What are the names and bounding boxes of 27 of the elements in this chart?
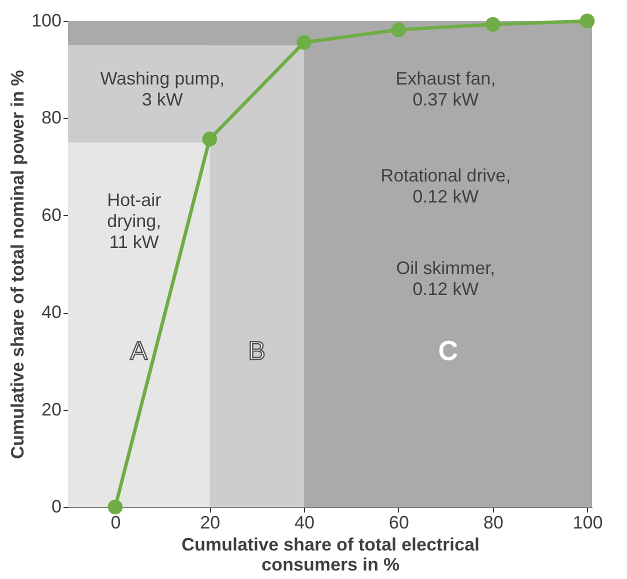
- x-tick-label: 0: [110, 512, 121, 532]
- y-tick-label: 80: [41, 108, 62, 128]
- annotation: Washing pump, 3 kW: [100, 68, 225, 110]
- band-label: A: [130, 335, 148, 366]
- y-axis-title: Cumulative share of total nominal power in %: [7, 70, 28, 460]
- point: [108, 500, 123, 514]
- annotation: Exhaust fan, 0.37 kW: [396, 68, 496, 110]
- x-tick-label: 100: [572, 512, 603, 532]
- point: [485, 17, 500, 32]
- y-tick-label: 20: [41, 399, 62, 420]
- band-label: C: [438, 335, 458, 366]
- annotation: Hot-air drying, 11 kW: [107, 190, 162, 252]
- x-axis-title: Cumulative share of total electrical consumers in %: [181, 534, 480, 574]
- y-tick-label: 100: [31, 10, 62, 30]
- y-tick-label: 60: [41, 204, 62, 225]
- point: [296, 34, 312, 50]
- y-tick-label: 40: [41, 302, 62, 322]
- x-tick-label: 40: [294, 512, 315, 532]
- point: [580, 14, 595, 28]
- annotation: Oil skimmer, 0.12 kW: [396, 258, 496, 299]
- point: [391, 22, 406, 38]
- point: [202, 132, 218, 146]
- x-tick-label: 20: [200, 512, 220, 532]
- annotation: Rotational drive, 0.12 kW: [380, 166, 511, 207]
- x-tick-label: 60: [388, 512, 409, 532]
- x-tick-label: 80: [483, 512, 504, 532]
- y-tick-label: 0: [51, 496, 62, 516]
